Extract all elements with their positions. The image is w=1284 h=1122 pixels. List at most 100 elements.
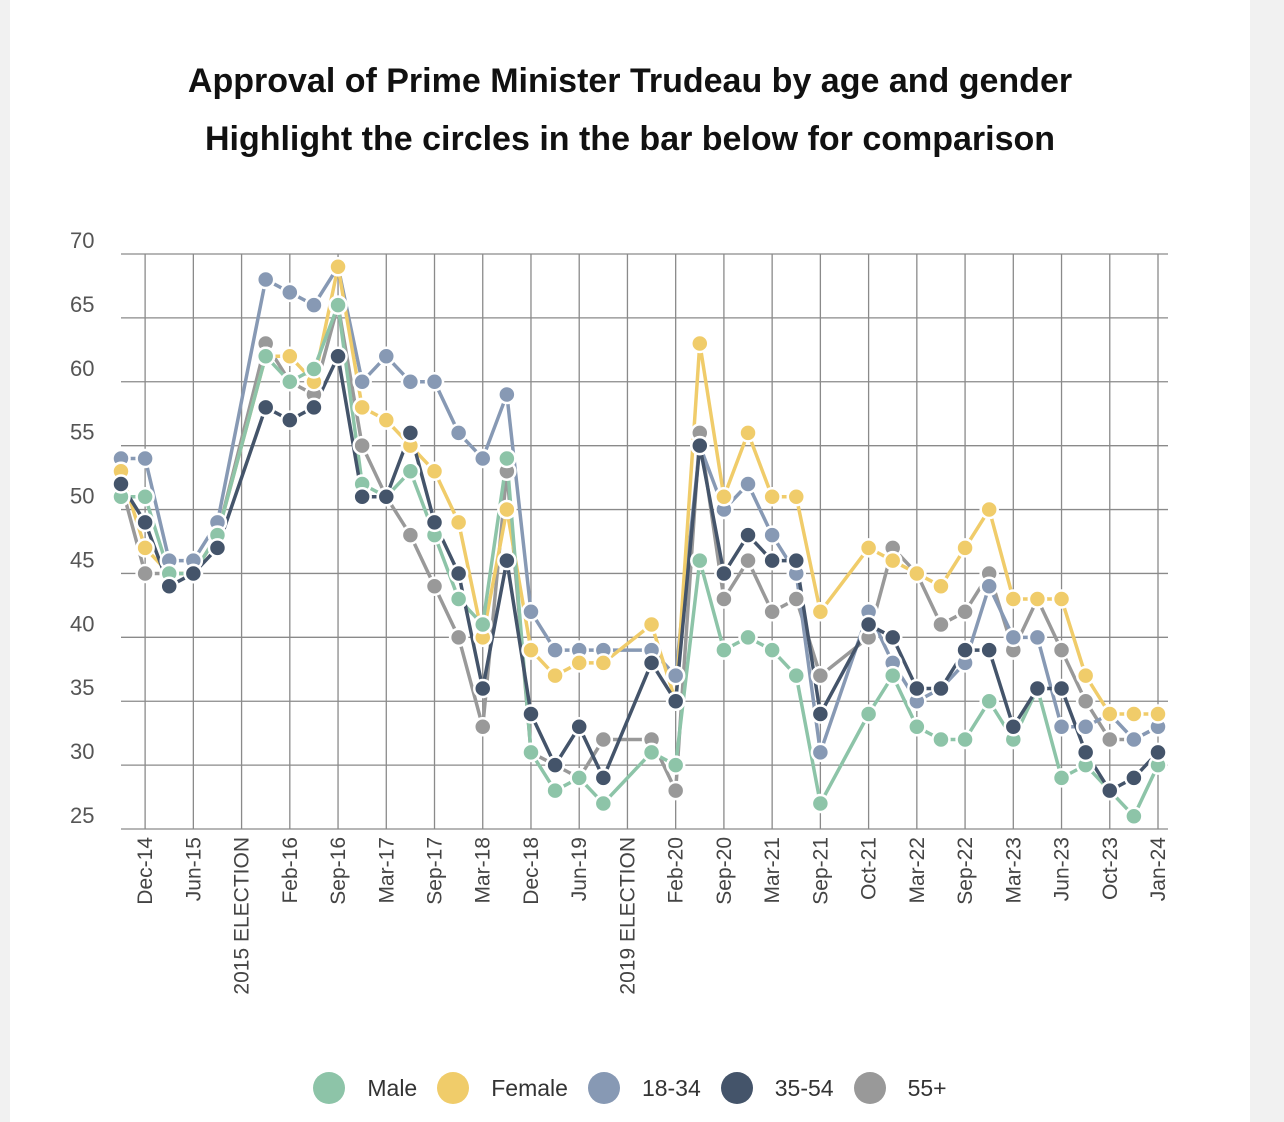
data-point[interactable] [641, 614, 662, 635]
data-point[interactable] [690, 550, 710, 571]
data-point[interactable] [786, 550, 807, 571]
data-point[interactable] [400, 461, 421, 481]
data-point[interactable] [979, 576, 999, 596]
data-point[interactable] [1124, 768, 1144, 788]
data-point[interactable] [1003, 589, 1024, 609]
data-point[interactable] [931, 614, 951, 635]
data-point[interactable] [641, 653, 662, 673]
data-point[interactable] [738, 627, 758, 648]
data-point[interactable] [1051, 717, 1072, 737]
data-point[interactable] [497, 448, 517, 469]
data-point[interactable] [738, 550, 758, 571]
data-point[interactable] [1148, 742, 1168, 763]
data-point[interactable] [400, 372, 421, 392]
data-point[interactable] [472, 448, 493, 469]
data-point[interactable] [955, 602, 975, 622]
data-point[interactable] [280, 410, 300, 430]
data-point[interactable] [907, 717, 927, 737]
data-point[interactable] [1075, 717, 1096, 737]
data-point[interactable] [665, 691, 686, 711]
data-point[interactable] [786, 589, 807, 609]
data-point[interactable] [448, 589, 469, 609]
data-point[interactable] [665, 665, 686, 686]
data-point[interactable] [111, 474, 131, 494]
data-point[interactable] [424, 576, 445, 596]
data-point[interactable] [1003, 627, 1024, 648]
data-point[interactable] [352, 487, 372, 507]
legend-item-35-54[interactable]: 35-54 [720, 1072, 834, 1104]
data-point[interactable] [400, 423, 421, 443]
data-point[interactable] [882, 665, 903, 686]
data-point[interactable] [931, 678, 951, 699]
data-point[interactable] [810, 665, 831, 686]
data-point[interactable] [448, 512, 469, 533]
data-point[interactable] [593, 653, 614, 673]
data-point[interactable] [545, 640, 565, 660]
data-point[interactable] [1003, 717, 1024, 737]
data-point[interactable] [1027, 589, 1048, 609]
data-point[interactable] [762, 602, 782, 622]
data-point[interactable] [907, 678, 927, 699]
data-point[interactable] [135, 538, 155, 558]
data-point[interactable] [280, 346, 300, 366]
data-point[interactable] [376, 410, 397, 430]
data-point[interactable] [328, 295, 348, 315]
data-point[interactable] [328, 257, 348, 277]
data-point[interactable] [979, 640, 999, 660]
data-point[interactable] [714, 487, 734, 507]
data-point[interactable] [882, 550, 903, 571]
legend-item-male[interactable]: Male [313, 1072, 417, 1104]
data-point[interactable] [569, 653, 589, 673]
data-point[interactable] [545, 780, 565, 801]
data-point[interactable] [882, 627, 903, 648]
data-point[interactable] [762, 640, 782, 660]
data-point[interactable] [762, 487, 782, 507]
data-point[interactable] [135, 487, 155, 507]
data-point[interactable] [569, 768, 589, 788]
data-point[interactable] [738, 423, 758, 443]
data-point[interactable] [352, 435, 372, 456]
data-point[interactable] [448, 423, 469, 443]
data-point[interactable] [304, 295, 324, 315]
data-point[interactable] [810, 602, 831, 622]
data-point[interactable] [521, 640, 541, 660]
data-point[interactable] [521, 602, 541, 622]
data-point[interactable] [738, 474, 758, 494]
data-point[interactable] [665, 755, 686, 775]
data-point[interactable] [1051, 589, 1072, 609]
data-point[interactable] [280, 372, 300, 392]
data-point[interactable] [497, 550, 517, 571]
data-point[interactable] [280, 282, 300, 303]
data-point[interactable] [1075, 742, 1096, 763]
data-point[interactable] [738, 525, 758, 545]
data-point[interactable] [328, 346, 348, 366]
data-point[interactable] [1100, 704, 1120, 724]
data-point[interactable] [472, 678, 493, 699]
data-point[interactable] [955, 640, 975, 660]
legend-item-18-34[interactable]: 18-34 [587, 1072, 701, 1104]
data-point[interactable] [135, 448, 155, 469]
data-point[interactable] [1124, 806, 1144, 826]
data-point[interactable] [690, 435, 710, 456]
data-point[interactable] [400, 525, 421, 545]
data-point[interactable] [255, 397, 276, 418]
data-point[interactable] [907, 563, 927, 584]
data-point[interactable] [159, 576, 179, 596]
data-point[interactable] [810, 704, 831, 724]
data-point[interactable] [1124, 704, 1144, 724]
data-point[interactable] [858, 614, 879, 635]
data-point[interactable] [786, 487, 807, 507]
data-point[interactable] [135, 512, 155, 533]
data-point[interactable] [424, 512, 445, 533]
data-point[interactable] [545, 755, 565, 775]
data-point[interactable] [135, 563, 155, 584]
data-point[interactable] [376, 346, 397, 366]
data-point[interactable] [979, 499, 999, 520]
data-point[interactable] [424, 461, 445, 481]
data-point[interactable] [304, 359, 324, 379]
data-point[interactable] [1075, 665, 1096, 686]
data-point[interactable] [255, 346, 276, 366]
data-point[interactable] [521, 704, 541, 724]
data-point[interactable] [593, 729, 614, 750]
data-point[interactable] [931, 576, 951, 596]
